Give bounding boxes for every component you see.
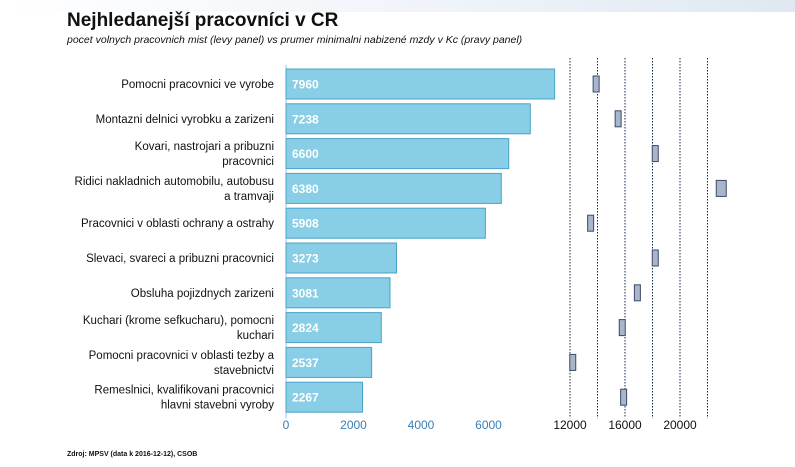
bar-0 (285, 68, 556, 100)
bar-value-label-2: 6600 (292, 147, 319, 161)
chart-subtitle: pocet volnych pracovnich mist (levy pane… (67, 34, 523, 46)
left-tick-label-0: 0 (283, 418, 290, 432)
category-label-2-line-1: pracovnici (222, 156, 274, 168)
bar-value-label-7: 2824 (292, 321, 319, 335)
bar-value-label-9: 2267 (292, 391, 319, 405)
header-gradient (0, 0, 795, 12)
category-label-7-line-1: kuchari (237, 330, 274, 342)
category-label-3-line-0: Ridici nakladnich automobilu, autobusu (75, 176, 274, 188)
bar-3 (285, 172, 502, 204)
bar-1 (285, 103, 531, 135)
salary-marker-4 (587, 214, 595, 232)
category-label-9-line-1: hlavni stavebni vyroby (161, 400, 274, 412)
bar-8 (285, 346, 373, 378)
left-tick-label-3: 6000 (475, 418, 502, 432)
salary-marker-0 (592, 75, 600, 93)
bar-value-label-6: 3081 (292, 286, 319, 300)
source-note: Zdroj: MPSV (data k 2016-12-12), CSOB (67, 451, 198, 458)
category-label-7-line-0: Kuchari (krome sefkucharu), pomocni (83, 315, 274, 327)
salary-marker-7 (618, 319, 626, 337)
category-label-4: Pracovnici v oblasti ochrany a ostrahy (81, 218, 274, 230)
category-label-9-line-0: Remeslnici, kvalifikovani pracovnici (94, 385, 274, 397)
bar-5 (285, 242, 397, 274)
category-label-8-line-0: Pomocni pracovnici v oblasti tezby a (89, 350, 275, 362)
right-tick-label-0: 12000 (553, 418, 587, 432)
bar-7 (285, 312, 382, 344)
category-label-6: Obsluha pojizdnych zarizeni (131, 288, 274, 300)
chart-title: Nejhledanejší pracovníci v CR (67, 10, 339, 31)
bar-value-label-8: 2537 (292, 356, 319, 370)
right-tick-label-2: 20000 (663, 418, 697, 432)
bar-2 (285, 138, 510, 170)
salary-marker-8 (569, 353, 577, 371)
bar-value-label-3: 6380 (292, 182, 319, 196)
bar-6 (285, 277, 391, 309)
category-label-1: Montazni delnici vyrobku a zarizeni (96, 114, 274, 126)
bar-value-label-5: 3273 (292, 252, 319, 266)
bar-value-label-1: 7238 (292, 112, 319, 126)
bar-9 (285, 381, 364, 413)
bar-value-label-0: 7960 (292, 78, 319, 92)
bar-4 (285, 207, 486, 239)
salary-marker-3 (715, 179, 727, 197)
salary-marker-9 (620, 388, 628, 406)
salary-marker-5 (651, 249, 659, 267)
left-tick-label-1: 2000 (340, 418, 367, 432)
category-label-8-line-1: stavebnictvi (214, 365, 274, 377)
left-tick-label-2: 4000 (408, 418, 435, 432)
salary-marker-1 (614, 110, 622, 128)
category-label-3-line-1: a tramvaji (224, 191, 274, 203)
category-label-2-line-0: Kovari, nastrojari a pribuzni (135, 141, 274, 153)
salary-marker-6 (633, 284, 641, 302)
category-label-5: Slevaci, svareci a pribuzni pracovnici (86, 253, 274, 265)
salary-marker-2 (651, 145, 659, 163)
right-tick-label-1: 16000 (608, 418, 642, 432)
bar-value-label-4: 5908 (292, 217, 319, 231)
category-label-0: Pomocni pracovnici ve vyrobe (121, 79, 274, 91)
